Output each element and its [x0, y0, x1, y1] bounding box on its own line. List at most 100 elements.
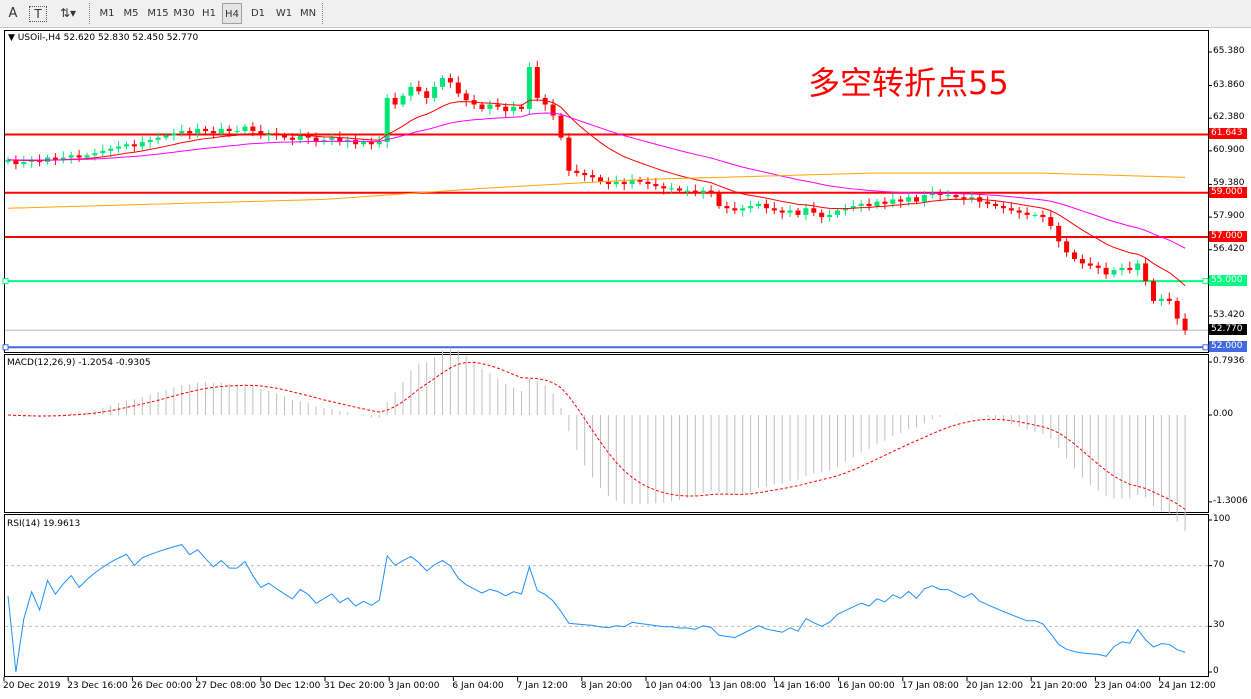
timeframe-m1[interactable]: M1	[99, 8, 115, 19]
candle-body	[645, 181, 651, 184]
candle-body	[163, 135, 169, 138]
collapse-icon[interactable]: ▼	[8, 33, 18, 43]
candle-body	[961, 197, 967, 200]
arrows-icon[interactable]: ⇅▾	[59, 6, 77, 20]
candle-body	[1158, 298, 1164, 301]
candle-body	[621, 181, 627, 184]
candle-body	[250, 126, 256, 132]
candle-body	[898, 199, 904, 202]
candle-body	[566, 137, 572, 171]
candle-body	[724, 206, 730, 209]
time-axis-label: 16 Jan 00:00	[837, 681, 895, 691]
candle-body	[131, 144, 137, 147]
timeframe-m15[interactable]: M15	[147, 8, 169, 19]
timeframe-m30[interactable]: M30	[173, 8, 195, 19]
main-pane	[4, 30, 1209, 353]
candle-body	[139, 142, 145, 147]
macd-axis-label: 0.7936	[1213, 355, 1245, 366]
candle-body	[1119, 267, 1125, 271]
candle-body	[384, 97, 390, 143]
time-axis-label: 6 Jan 04:00	[452, 681, 504, 691]
candle-body	[882, 201, 888, 204]
rsi-axis-label: 0	[1213, 666, 1219, 676]
candle-body	[21, 161, 27, 165]
candle-body	[282, 135, 287, 138]
candle-body	[116, 146, 122, 149]
text-tool-button[interactable]: A	[8, 6, 18, 21]
candle-body	[171, 133, 177, 136]
candle-body	[835, 210, 840, 215]
timeframe-w1[interactable]: W1	[275, 8, 293, 19]
time-axis-label: 20 Jan 12:00	[966, 681, 1023, 691]
hline-price-tag: 52.000	[1209, 341, 1247, 353]
time-axis-label: 30 Dec 12:00	[259, 681, 321, 691]
timeframe-h1[interactable]: H1	[202, 8, 216, 19]
candle-body	[108, 148, 114, 151]
toolbar-separator	[89, 3, 90, 24]
hline-price-tag: 61.643	[1209, 128, 1247, 140]
candle-body	[763, 203, 769, 209]
timeframe-m5[interactable]: M5	[123, 8, 139, 19]
candle-body	[771, 208, 777, 211]
candle-body	[147, 139, 153, 143]
rsi-header: RSI(14) 19.9613	[7, 519, 81, 529]
candle-body	[218, 128, 224, 134]
time-axis-label: 3 Jan 00:00	[388, 681, 440, 691]
candle-body	[605, 181, 611, 184]
toolbar-separator	[322, 3, 323, 24]
candle-body	[234, 131, 240, 133]
candle-body	[921, 195, 927, 202]
time-axis-label: 17 Jan 08:00	[901, 681, 959, 691]
candle-body	[432, 86, 438, 98]
candle-body	[684, 190, 690, 192]
candle-body	[258, 131, 264, 136]
candle-body	[242, 126, 248, 132]
candle-body	[100, 150, 106, 154]
candle-body	[748, 206, 754, 209]
candle-body	[677, 188, 682, 191]
price-axis-label: 57.900	[1213, 211, 1245, 222]
candle-body	[392, 97, 398, 105]
candle-body	[937, 192, 943, 196]
ma-mid-line	[7, 112, 1186, 249]
text-label-tool-button[interactable]: T	[29, 6, 47, 22]
candle-body	[203, 128, 208, 132]
candle-body	[740, 208, 746, 211]
candle-body	[692, 190, 698, 193]
line-handle	[2, 278, 9, 285]
candle-body	[84, 155, 90, 158]
candle-body	[629, 179, 635, 184]
candle-body	[376, 142, 382, 145]
timeframe-mn[interactable]: MN	[299, 8, 317, 19]
candle-body	[1072, 252, 1077, 260]
candle-body	[440, 78, 445, 87]
candle-body	[1056, 225, 1062, 242]
current-price-tag: 52.770	[1209, 324, 1247, 336]
line-handle	[1202, 344, 1209, 351]
chart-header: ▼ USOil-,H4 52.620 52.830 52.450 52.770	[8, 33, 198, 43]
candle-body	[155, 137, 161, 140]
chart-canvas[interactable]	[0, 28, 1251, 699]
candle-body	[305, 135, 311, 138]
time-axis-label: 8 Jan 20:00	[580, 681, 633, 691]
candle-body	[195, 128, 201, 134]
candle-body	[1032, 214, 1038, 216]
candle-body	[297, 135, 303, 140]
ma-slow-line	[7, 172, 1186, 209]
candle-body	[819, 212, 825, 218]
line-handle	[1202, 278, 1209, 285]
candle-body	[858, 203, 864, 207]
candle-body	[5, 159, 11, 162]
candle-body	[534, 67, 540, 98]
price-axis-label: 63.860	[1213, 79, 1245, 90]
candle-body	[519, 106, 524, 109]
candle-body	[906, 197, 912, 202]
candle-body	[1040, 214, 1046, 218]
timeframe-h4[interactable]: H4	[222, 3, 242, 24]
macd-header: MACD(12,26,9) -1.2054 -0.9305	[7, 358, 151, 368]
candle-body	[756, 203, 761, 207]
candle-body	[590, 175, 596, 178]
timeframe-d1[interactable]: D1	[250, 8, 266, 19]
candle-body	[732, 208, 738, 211]
candle-body	[1182, 318, 1188, 331]
